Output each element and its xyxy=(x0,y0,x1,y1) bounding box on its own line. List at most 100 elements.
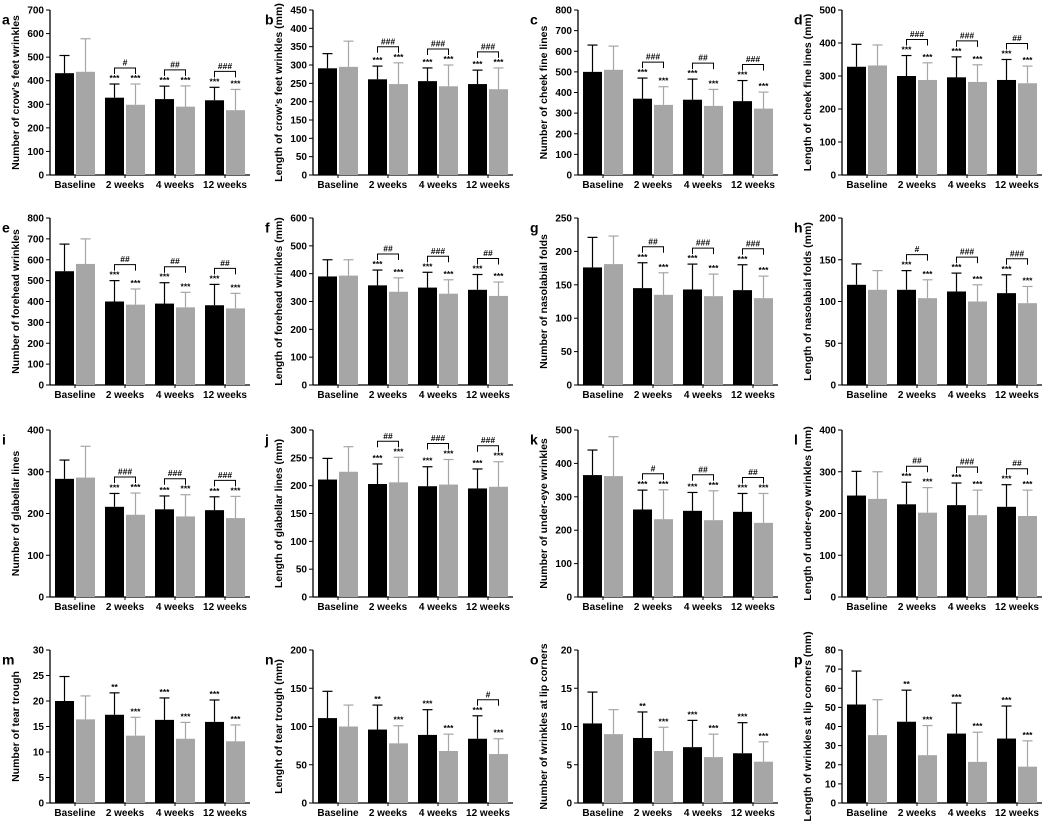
significance-marker: *** xyxy=(210,689,221,699)
significance-marker: *** xyxy=(759,265,770,275)
bar-series-2 xyxy=(489,89,508,175)
x-tick-label: Baseline xyxy=(317,180,359,191)
panel-letter: a xyxy=(2,11,10,27)
significance-marker: *** xyxy=(473,264,484,274)
y-tick-label: 200 xyxy=(290,646,307,657)
significance-marker: *** xyxy=(444,723,455,733)
comparison-bracket xyxy=(906,254,928,261)
bar-series-2 xyxy=(1018,516,1037,597)
y-tick-label: 700 xyxy=(555,26,572,37)
bar-series-1 xyxy=(318,479,337,597)
panel-letter: k xyxy=(530,431,538,447)
y-tick-label: 200 xyxy=(290,97,307,108)
y-tick-label: 100 xyxy=(27,360,44,371)
comparison-bracket xyxy=(477,699,499,706)
y-axis-label: Length of cheek fine lines (mm) xyxy=(802,14,814,172)
bar-series-1 xyxy=(897,721,916,803)
bar-series-1 xyxy=(318,718,337,803)
comparison-bracket xyxy=(214,70,236,78)
bar-series-2 xyxy=(439,484,458,597)
x-tick-label: 2 weeks xyxy=(106,180,145,191)
significance-marker: *** xyxy=(181,484,192,494)
bracket-significance: ### xyxy=(218,61,232,71)
significance-marker: *** xyxy=(423,456,434,466)
x-tick-label: 4 weeks xyxy=(684,390,723,401)
y-axis-label: Number of forehead wrinkles xyxy=(10,229,22,374)
bracket-significance: ### xyxy=(481,41,495,51)
y-tick-label: 150 xyxy=(555,280,572,291)
bar-series-1 xyxy=(947,733,966,803)
bar-series-1 xyxy=(55,73,74,175)
y-tick-label: 100 xyxy=(290,722,307,733)
y-axis-label: Number of cheek fine lines xyxy=(538,26,550,160)
x-tick-label: Baseline xyxy=(846,602,888,613)
bar-series-2 xyxy=(126,104,145,175)
significance-marker: *** xyxy=(1023,275,1034,285)
panel-a: a Number of crow's feet wrinkles 0 100 200 30… xyxy=(2,6,250,191)
x-tick-label: 4 weeks xyxy=(419,390,458,401)
x-tick-label: Baseline xyxy=(54,602,96,613)
significance-marker: *** xyxy=(231,485,242,495)
panel-letter: n xyxy=(265,651,274,667)
x-tick-label: 12 weeks xyxy=(466,180,510,191)
panel-m: m Number of tear trough 0 5 10 15 20 25 30 Baseli… xyxy=(2,646,250,819)
bar-series-1 xyxy=(583,267,602,385)
bar-series-1 xyxy=(418,486,437,597)
significance-marker: *** xyxy=(131,706,142,716)
bar-series-1 xyxy=(997,506,1016,597)
bracket-significance: ### xyxy=(960,457,974,467)
bracket-significance: ### xyxy=(646,52,660,62)
significance-marker: *** xyxy=(973,274,984,284)
bracket-significance: ## xyxy=(120,254,130,264)
x-tick-label: 12 weeks xyxy=(995,808,1039,819)
x-tick-label: 4 weeks xyxy=(419,602,458,613)
x-tick-label: 2 weeks xyxy=(898,390,937,401)
bracket-significance: ### xyxy=(431,246,445,256)
significance-marker: *** xyxy=(373,55,384,65)
comparison-bracket xyxy=(214,267,236,275)
x-tick-label: 12 weeks xyxy=(466,602,510,613)
comparison-bracket xyxy=(906,39,928,46)
y-tick-label: 150 xyxy=(819,255,836,266)
bar-series-2 xyxy=(339,66,358,175)
bar-series-1 xyxy=(997,738,1016,803)
x-tick-label: 4 weeks xyxy=(156,180,195,191)
bar-series-1 xyxy=(468,738,487,803)
y-tick-label: 0 xyxy=(830,593,836,604)
bar-series-1 xyxy=(947,77,966,175)
panel-p: p Length of wrinkles at lip corners (mm) 0… xyxy=(794,631,1042,822)
significance-marker: *** xyxy=(494,728,505,738)
bar-series-2 xyxy=(226,308,245,385)
significance-marker: *** xyxy=(160,485,171,495)
y-tick-label: 200 xyxy=(819,105,836,116)
y-tick-label: 50 xyxy=(296,152,308,163)
bar-series-2 xyxy=(226,741,245,803)
bracket-significance: ## xyxy=(383,244,393,254)
x-tick-label: 12 weeks xyxy=(466,808,510,819)
x-tick-label: Baseline xyxy=(54,180,96,191)
bar-series-1 xyxy=(683,99,702,175)
bar-series-2 xyxy=(489,295,508,385)
y-tick-label: 500 xyxy=(555,67,572,78)
y-tick-label: 600 xyxy=(290,214,307,225)
bar-series-2 xyxy=(339,471,358,597)
significance-marker: *** xyxy=(638,479,649,489)
x-tick-label: 4 weeks xyxy=(419,808,458,819)
x-tick-label: Baseline xyxy=(846,808,888,819)
bar-series-1 xyxy=(155,99,174,175)
x-tick-label: Baseline xyxy=(582,602,624,613)
comparison-bracket xyxy=(377,253,399,261)
y-tick-label: 0 xyxy=(830,171,836,182)
significance-marker: *** xyxy=(902,45,913,55)
significance-marker: *** xyxy=(1023,730,1034,740)
y-tick-label: 200 xyxy=(27,509,44,520)
significance-marker: *** xyxy=(923,269,934,279)
significance-marker: *** xyxy=(973,479,984,489)
y-tick-label: 50 xyxy=(825,703,837,714)
comparison-bracket xyxy=(214,479,236,487)
panel-i: i Number of glabellar lines 0 100 200 300 400 B… xyxy=(2,426,250,613)
bar-series-1 xyxy=(633,509,652,597)
significance-marker: ** xyxy=(903,679,910,689)
significance-marker: *** xyxy=(688,68,699,78)
